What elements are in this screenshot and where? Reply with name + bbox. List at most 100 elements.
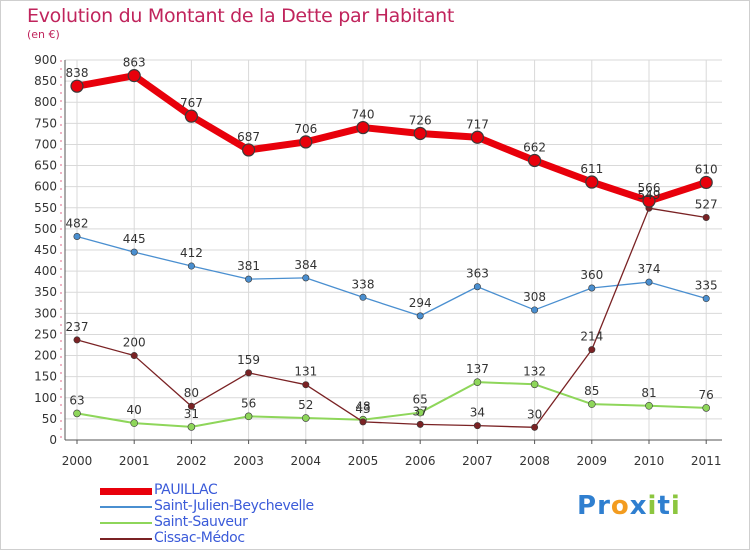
- data-point: [302, 381, 310, 389]
- y-tick-label: 500: [34, 222, 57, 236]
- data-point: [642, 194, 656, 208]
- legend: PAUILLAC Saint-Julien-Beychevelle Saint-Sa…: [100, 482, 400, 547]
- data-point: [527, 153, 542, 168]
- data-label: 482: [66, 216, 89, 230]
- data-point: [184, 109, 198, 123]
- data-label: 76: [699, 388, 714, 402]
- data-label: 412: [180, 246, 203, 260]
- legend-item: Saint-Julien-Beychevelle: [100, 498, 400, 515]
- legend-swatch: [100, 522, 152, 524]
- y-tick-label: 350: [34, 285, 57, 299]
- x-tick-label: 2002: [176, 454, 207, 468]
- logo-letter: i: [647, 491, 658, 521]
- data-label: 687: [237, 130, 260, 144]
- data-label: 63: [69, 393, 84, 407]
- data-point: [187, 262, 195, 270]
- data-point: [413, 126, 427, 141]
- data-label: 374: [638, 262, 661, 276]
- data-point: [416, 312, 424, 320]
- legend-swatch: [100, 506, 152, 508]
- data-label: 34: [470, 406, 485, 420]
- x-tick-label: 2008: [519, 454, 550, 468]
- data-label: 767: [180, 96, 203, 110]
- grid-layer: [65, 59, 722, 441]
- axis-layer: 0 50 100 150 200 250 300 350 400 450 500 550 600 650 7…: [34, 53, 722, 468]
- data-point: [531, 306, 539, 314]
- legend-swatch: [100, 488, 152, 495]
- x-tick-label: 2005: [348, 454, 379, 468]
- proxiti-logo: Proxiti: [577, 491, 681, 521]
- data-label: 85: [584, 384, 599, 398]
- series-line: [76, 381, 707, 428]
- data-label: 131: [294, 365, 317, 379]
- legend-label: Saint-Sauveur: [154, 514, 248, 530]
- legend-label: Saint-Julien-Beychevelle: [154, 498, 314, 514]
- y-tick-label: 800: [34, 95, 57, 109]
- data-label: 308: [523, 290, 546, 304]
- data-point: [245, 275, 253, 283]
- data-label: 81: [641, 386, 656, 400]
- x-tick-label: 2004: [291, 454, 322, 468]
- data-label: 384: [294, 258, 317, 272]
- y-tick-label: 400: [34, 264, 57, 278]
- y-tick-label: 700: [34, 137, 57, 151]
- legend-item: PAUILLAC: [100, 482, 400, 499]
- data-point: [530, 380, 539, 389]
- data-point: [73, 232, 81, 240]
- x-tick-label: 2009: [577, 454, 608, 468]
- data-label: 335: [695, 279, 718, 293]
- data-label: 611: [580, 162, 603, 176]
- data-point: [645, 401, 653, 410]
- data-point: [187, 402, 195, 410]
- data-point: [702, 213, 710, 221]
- data-label: 30: [527, 407, 542, 421]
- data-label: 40: [127, 403, 142, 417]
- data-label: 726: [409, 113, 432, 127]
- data-point: [73, 409, 81, 418]
- data-label: 237: [66, 320, 89, 334]
- data-point: [245, 369, 253, 377]
- data-label: 740: [352, 108, 375, 122]
- data-point: [473, 422, 481, 430]
- data-label: 43: [355, 402, 370, 416]
- y-tick-label: 850: [34, 74, 57, 88]
- chart-subtitle: (en €): [27, 28, 60, 41]
- data-label: 48: [355, 400, 370, 414]
- data-point: [299, 135, 313, 149]
- data-point: [702, 404, 711, 412]
- data-label: 527: [695, 197, 718, 211]
- x-tick-label: 2011: [691, 454, 722, 468]
- data-label: 360: [580, 268, 603, 282]
- data-point: [70, 79, 84, 93]
- data-label: 838: [66, 66, 89, 80]
- y-tick-label: 50: [42, 412, 57, 426]
- data-point: [302, 274, 310, 282]
- legend-item: Saint-Sauveur: [100, 514, 400, 531]
- data-label: 338: [352, 277, 375, 291]
- data-label: 610: [695, 162, 718, 176]
- y-tick-label: 150: [34, 370, 57, 384]
- data-point: [187, 423, 196, 431]
- legend-label: Cissac-Médoc: [154, 530, 245, 546]
- logo-letter: x: [629, 491, 648, 521]
- data-point: [130, 419, 138, 427]
- logo-letter: t: [657, 491, 671, 521]
- logo-letter: i: [670, 491, 681, 521]
- data-label: 80: [184, 386, 199, 400]
- legend-label: PAUILLAC: [154, 482, 218, 498]
- y-tick-label: 650: [34, 159, 57, 173]
- y-tick-label: 600: [34, 180, 57, 194]
- series-line: [76, 72, 708, 205]
- logo-letter: r: [597, 491, 611, 521]
- data-label: 31: [184, 407, 199, 421]
- data-label: 381: [237, 259, 260, 273]
- data-point: [531, 423, 539, 431]
- y-tick-label: 450: [34, 243, 57, 257]
- chart-title: Evolution du Montant de la Dette par Hab…: [27, 5, 455, 27]
- data-point: [359, 418, 367, 426]
- data-label: 56: [241, 396, 256, 410]
- y-tick-label: 0: [49, 433, 57, 447]
- label-layer: 838 863 767 687 706 740 726 717 662 611 566 610 482 4…: [66, 56, 718, 422]
- logo-letter: o: [610, 491, 630, 521]
